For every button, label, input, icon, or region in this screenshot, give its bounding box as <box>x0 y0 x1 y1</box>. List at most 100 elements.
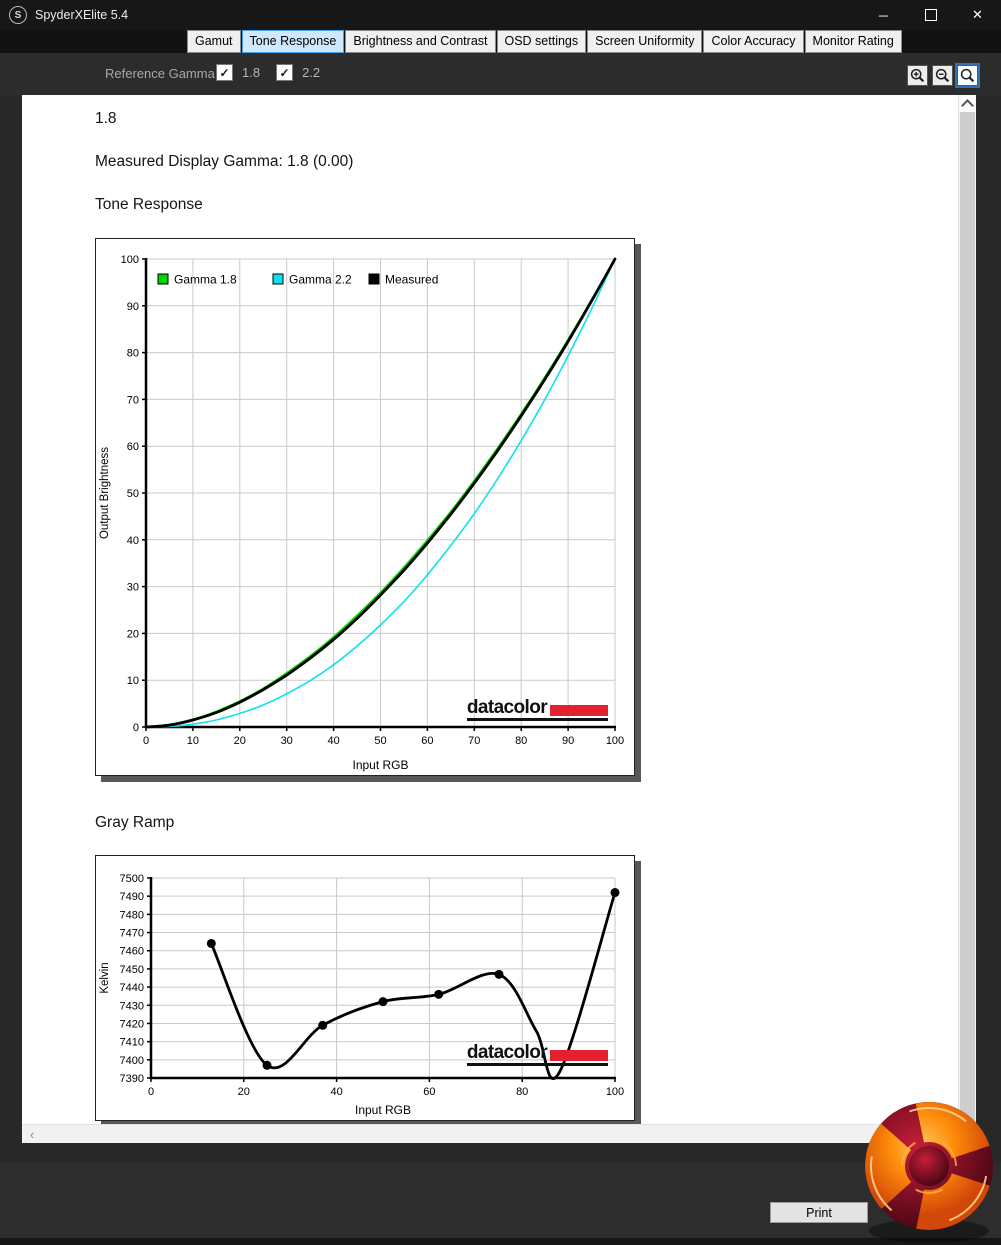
gamma-option-1.8: ✓ 1.8 <box>216 64 260 81</box>
zoom-in-icon <box>910 68 925 83</box>
svg-text:7470: 7470 <box>120 928 144 940</box>
bottom-edge-strip <box>0 1238 1001 1245</box>
zoom-out-icon <box>935 68 950 83</box>
svg-text:100: 100 <box>606 735 624 747</box>
datacolor-logo: datacolor <box>466 697 608 721</box>
tab-gamut[interactable]: Gamut <box>187 30 241 53</box>
svg-text:7460: 7460 <box>120 946 144 958</box>
close-icon[interactable]: ✕ <box>972 7 983 22</box>
vertical-scrollbar[interactable] <box>958 95 976 1143</box>
svg-text:30: 30 <box>127 582 139 594</box>
svg-text:Input RGB: Input RGB <box>355 1103 411 1117</box>
svg-text:20: 20 <box>238 1086 250 1098</box>
svg-text:100: 100 <box>606 1086 624 1098</box>
svg-text:7390: 7390 <box>120 1073 144 1085</box>
svg-text:20: 20 <box>127 628 139 640</box>
svg-text:40: 40 <box>127 535 139 547</box>
tab-strip: Gamut Tone Response Brightness and Contras… <box>187 30 903 53</box>
svg-text:Kelvin: Kelvin <box>99 962 111 993</box>
svg-text:7420: 7420 <box>120 1018 144 1030</box>
print-button[interactable]: Print <box>770 1202 868 1223</box>
gray-ramp-plot: 0 20 40 60 80 100 7390 7400 7410 7420 7430 7440 7450… <box>99 873 624 1117</box>
gamma-2.2-checkbox[interactable]: ✓ <box>276 64 294 81</box>
gamma-1.8-checkbox[interactable]: ✓ <box>216 64 233 81</box>
svg-text:60: 60 <box>421 735 433 747</box>
svg-text:7480: 7480 <box>120 909 144 921</box>
gamma-option-label: 1.8 <box>242 65 261 80</box>
svg-text:Gamma 1.8: Gamma 1.8 <box>174 273 237 287</box>
app-icon: S <box>9 6 27 24</box>
svg-text:0: 0 <box>148 1086 154 1098</box>
zoom-in-button[interactable] <box>907 65 928 86</box>
svg-text:7430: 7430 <box>120 1000 144 1012</box>
svg-text:7450: 7450 <box>120 964 144 976</box>
svg-text:7500: 7500 <box>120 873 144 885</box>
horizontal-scrollbar[interactable]: ‹ <box>22 1124 958 1143</box>
tab-bar: Gamut Tone Response Brightness and Contras… <box>0 30 1001 53</box>
svg-text:Gamma 2.2: Gamma 2.2 <box>289 273 352 287</box>
datacolor-wordmark: datacolor <box>466 1042 548 1064</box>
tab-monitor-rating[interactable]: Monitor Rating <box>804 30 902 53</box>
zoom-reset-button[interactable] <box>955 63 980 88</box>
svg-text:Measured: Measured <box>385 273 438 287</box>
window-title: SpyderXElite 5.4 <box>35 8 129 22</box>
gamma-value-heading: 1.8 <box>95 110 117 127</box>
datacolor-red-bar <box>550 705 608 716</box>
tab-osd-settings[interactable]: OSD settings <box>496 30 587 53</box>
gamma-option-label: 2.2 <box>302 65 321 80</box>
tab-brightness-and-contrast[interactable]: Brightness and Contrast <box>345 30 496 53</box>
minimize-icon[interactable]: ─ <box>878 7 889 23</box>
maximize-icon[interactable] <box>907 0 954 30</box>
svg-text:90: 90 <box>127 301 139 313</box>
spyder-swirl-logo <box>856 1094 1001 1245</box>
zoom-out-button[interactable] <box>932 65 953 86</box>
tab-tone-response[interactable]: Tone Response <box>241 30 345 53</box>
svg-text:0: 0 <box>143 735 149 747</box>
chevron-up-icon <box>961 98 974 112</box>
svg-text:30: 30 <box>281 735 293 747</box>
svg-text:90: 90 <box>562 735 574 747</box>
scroll-up-button[interactable] <box>959 95 976 112</box>
svg-text:80: 80 <box>515 735 527 747</box>
maximize-box <box>924 9 937 21</box>
svg-text:20: 20 <box>234 735 246 747</box>
window-controls: ─ ✕ <box>860 0 1001 30</box>
svg-text:60: 60 <box>127 441 139 453</box>
zoom-button-group <box>907 63 980 88</box>
title-bar: S SpyderXElite 5.4 ─ ✕ <box>0 0 1001 30</box>
scroll-left-icon[interactable]: ‹ <box>29 1126 35 1142</box>
tone-response-plot: 0 10 20 30 40 50 60 70 80 90 100 0 10 20 30 40 50 60 70 80 9… <box>99 254 624 772</box>
gamma-option-2.2: ✓ 2.2 <box>276 64 320 81</box>
vertical-scrollbar-thumb[interactable] <box>960 112 975 1126</box>
svg-text:10: 10 <box>187 735 199 747</box>
svg-text:80: 80 <box>127 348 139 360</box>
gray-ramp-chart: 0 20 40 60 80 100 7390 7400 7410 7420 7430 7440 7450… <box>95 855 635 1121</box>
reference-gamma-label: Reference Gamma: <box>105 66 219 81</box>
tone-response-chart: 0 10 20 30 40 50 60 70 80 90 100 0 10 20 30 40 50 60 70 80 9… <box>95 238 635 776</box>
datacolor-wordmark: datacolor <box>466 697 548 719</box>
svg-text:0: 0 <box>133 722 139 734</box>
svg-text:10: 10 <box>127 675 139 687</box>
svg-text:60: 60 <box>423 1086 435 1098</box>
report-panel: 1.8 Measured Display Gamma: 1.8 (0.00) T… <box>22 95 976 1143</box>
svg-text:70: 70 <box>127 394 139 406</box>
tone-response-title: Tone Response <box>95 196 203 213</box>
measured-gamma-text: Measured Display Gamma: 1.8 (0.00) <box>95 153 354 170</box>
svg-text:Output Brightness: Output Brightness <box>99 447 111 539</box>
spyder-ball-icon <box>865 1102 993 1243</box>
svg-text:50: 50 <box>374 735 386 747</box>
tab-screen-uniformity[interactable]: Screen Uniformity <box>587 30 703 53</box>
svg-text:7440: 7440 <box>120 982 144 994</box>
datacolor-red-bar <box>550 1050 608 1061</box>
tab-color-accuracy[interactable]: Color Accuracy <box>703 30 804 53</box>
svg-text:100: 100 <box>121 254 139 266</box>
svg-text:40: 40 <box>327 735 339 747</box>
svg-text:50: 50 <box>127 488 139 500</box>
svg-text:70: 70 <box>468 735 480 747</box>
gamma-options: ✓ 1.8 ✓ 2.2 <box>216 64 320 81</box>
reference-gamma-toolbar: Reference Gamma: ✓ 1.8 ✓ 2.2 <box>0 53 1001 95</box>
zoom-reset-icon <box>960 68 975 83</box>
gray-ramp-title: Gray Ramp <box>95 814 175 831</box>
svg-text:7490: 7490 <box>120 891 144 903</box>
